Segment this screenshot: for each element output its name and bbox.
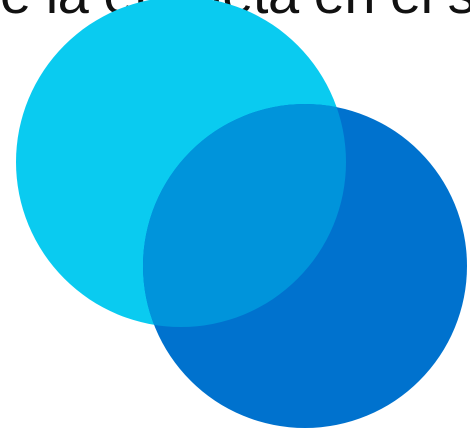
overlap-region	[143, 104, 346, 327]
